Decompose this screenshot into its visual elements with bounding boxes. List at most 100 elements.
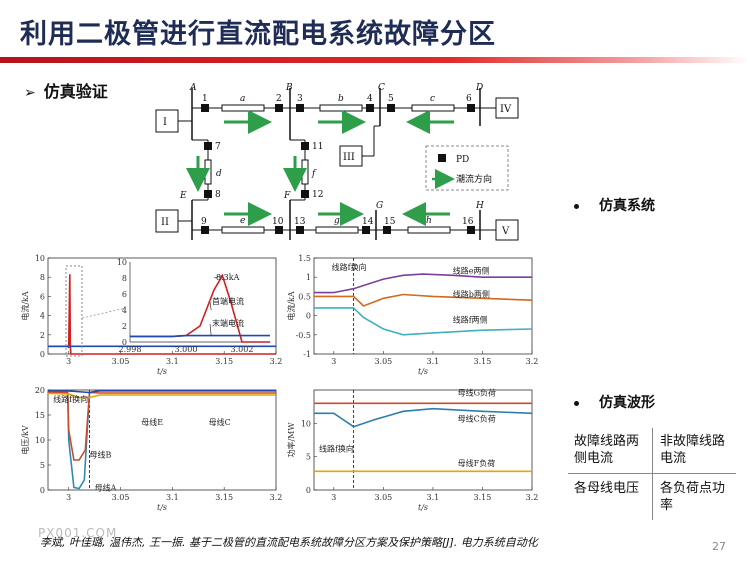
y-tick-label: 0 [40, 350, 45, 359]
plot-frame [47, 257, 277, 355]
bus-label-D: D [475, 83, 483, 93]
legend-pd-icon [438, 154, 446, 162]
pd-16 [467, 226, 475, 234]
line-label-c: c [430, 94, 435, 104]
y-tick-label: 2 [40, 331, 45, 340]
x-tick-label: 3.2 [270, 357, 283, 366]
x-tick-label: 3 [331, 357, 336, 366]
bus-label-H: H [475, 201, 484, 211]
series-line-1 [48, 345, 276, 349]
y-tick-label: 20 [35, 386, 45, 395]
y-tick-label: 0.5 [298, 292, 311, 301]
line-h [407, 226, 451, 234]
x-axis-label: t/s [418, 503, 428, 512]
bullet-simulation-waveform: 仿真波形 [574, 392, 655, 412]
x-axis-label: t/s [157, 367, 167, 376]
line-c [411, 104, 455, 112]
line-label-a: a [240, 94, 245, 104]
annotation-peak-value: 8.3kA [216, 273, 240, 282]
pd-11 [301, 142, 309, 150]
node-label-9: 9 [201, 217, 207, 227]
section-label: 仿真验证 [43, 82, 108, 101]
x-tick-label: 3.1 [427, 493, 440, 502]
inset-series-line-1 [130, 334, 270, 338]
series-label-load-F: 母线F负荷 [458, 458, 496, 468]
y-tick-label: 0 [306, 486, 311, 495]
annotation-leader-line [213, 275, 223, 279]
citation-text: 李斌, 叶佳璐, 温伟杰, 王一振. 基于二极管的直流配电系统故障分区方案及保护… [40, 536, 538, 549]
series-label-bus-A: 母线A [95, 483, 117, 493]
bus-label-G: G [376, 201, 383, 211]
series-label-load-G: 母线G负荷 [458, 387, 496, 397]
x-tick-label: 3.05 [112, 493, 130, 502]
node-label-15: 15 [384, 217, 396, 227]
y-tick-label: 1.5 [298, 254, 311, 263]
x-tick-label: 3.05 [112, 357, 130, 366]
x-tick-label: 3.05 [374, 357, 392, 366]
plot-frame [313, 257, 533, 355]
node-label-6: 6 [466, 94, 472, 104]
source-III-label: III [343, 152, 355, 163]
source-II-label: II [161, 217, 169, 228]
node-label-2: 2 [276, 94, 282, 104]
legend-label-head-current: 首端电流 [212, 296, 244, 306]
x-tick-label: 3.05 [374, 493, 392, 502]
chart-nonfault-line-current: 3 3.05 3.1 3.15 3.2 -1 -0.5 0 0.5 1 1.5 t/s 电流/kA 线路f… [286, 254, 538, 376]
table-cell-load-power: 各负荷点功率 [660, 481, 726, 513]
node-label-12: 12 [312, 190, 323, 200]
series-line-2 [314, 307, 533, 336]
section-heading: ➢ 仿真验证 [24, 78, 108, 102]
y-tick-label: 15 [35, 411, 45, 420]
x-axis-label: t/s [418, 367, 428, 376]
inset-y-tick-label: 4 [122, 306, 127, 315]
node-label-13: 13 [294, 217, 306, 227]
series-label-line-e: 线路e两侧 [453, 265, 490, 275]
title-underline-bar [0, 57, 750, 63]
line-label-d: d [216, 169, 222, 179]
node-label-3: 3 [297, 94, 303, 104]
series-line-0 [314, 273, 532, 294]
inset-x-tick-label: 2.998 [119, 345, 142, 354]
y-tick-label: -1 [303, 350, 311, 359]
series-label-bus-C: 母线C [209, 417, 231, 427]
zoom-region-box [65, 265, 83, 357]
x-tick-label: 3.1 [166, 493, 179, 502]
node-label-14: 14 [362, 217, 374, 227]
y-tick-label: 6 [40, 292, 45, 301]
inset-y-tick-label: 6 [122, 290, 127, 299]
node-label-8: 8 [215, 190, 221, 200]
pd-9 [201, 226, 209, 234]
annotation-leader-line [209, 301, 212, 311]
y-tick-label: 5 [40, 461, 45, 470]
chart-fault-line-current: 3 3.05 3.1 3.15 3.2 0 2 4 6 8 10 t/s 电流/kA 0 2 4 6 8 10 2.9… [20, 254, 283, 376]
pd-14 [362, 226, 370, 234]
x-tick-label: 3 [331, 493, 336, 502]
node-label-7: 7 [215, 142, 221, 152]
bus-label-A: A [189, 83, 197, 93]
arrow-bullet-icon: ➢ [24, 85, 36, 101]
line-f [301, 159, 309, 185]
summary-table: 故障线路两侧电流 非故障线路电流 各母线电压 各负荷点功率 [568, 428, 736, 520]
pd-13 [296, 226, 304, 234]
source-I [155, 109, 179, 133]
x-tick-label: 3 [66, 357, 71, 366]
plot-frame [47, 389, 277, 491]
inset-y-tick-label: 2 [122, 322, 127, 331]
table-cell-nonfault-line-current: 非故障线路电流 [660, 434, 726, 466]
inset-y-tick-label: 0 [122, 338, 127, 347]
node-label-5: 5 [388, 94, 394, 104]
pd-7 [204, 142, 212, 150]
table-divider-horizontal [568, 473, 736, 474]
bus-label-C: C [378, 83, 385, 93]
y-tick-label: 0 [40, 486, 45, 495]
table-cell-fault-line-current: 故障线路两侧电流 [574, 434, 640, 466]
inset-x-tick-label: 3.000 [175, 345, 198, 354]
y-tick-label: -0.5 [296, 331, 311, 340]
pd-6 [467, 104, 475, 112]
source-IV-label: IV [500, 104, 512, 115]
y-tick-label: 10 [301, 419, 311, 428]
y-tick-label: 4 [40, 312, 45, 321]
node-label-11: 11 [312, 142, 323, 152]
zoom-connector-line [81, 307, 127, 319]
